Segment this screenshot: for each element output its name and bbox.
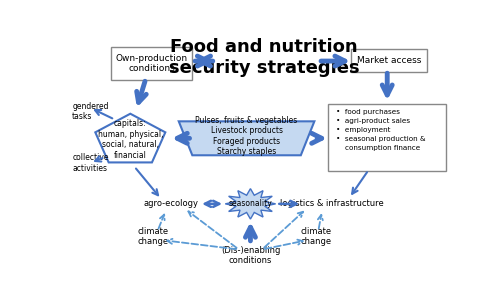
Text: logistics & infrastructure: logistics & infrastructure xyxy=(280,199,384,208)
Text: Food and nutrition
security strategies: Food and nutrition security strategies xyxy=(168,38,360,77)
Text: climate
change: climate change xyxy=(301,227,332,246)
FancyBboxPatch shape xyxy=(328,104,446,171)
Text: gendered
tasks: gendered tasks xyxy=(72,102,108,121)
Text: collective
activities: collective activities xyxy=(72,153,108,173)
Text: agro-ecology: agro-ecology xyxy=(144,199,199,208)
Polygon shape xyxy=(179,121,314,155)
Text: climate
change: climate change xyxy=(138,227,169,246)
Text: Market access: Market access xyxy=(357,56,421,65)
FancyBboxPatch shape xyxy=(351,49,427,72)
Text: Pulses, fruits & vegetables
Livestock products
Foraged products
Starchy staples: Pulses, fruits & vegetables Livestock pr… xyxy=(196,116,298,156)
Text: Own-production
conditions: Own-production conditions xyxy=(116,54,188,73)
Text: (Dis-)enabling
conditions: (Dis-)enabling conditions xyxy=(221,246,280,265)
Polygon shape xyxy=(225,188,276,219)
Text: capitals:
human, physical,
social, natural,
financial: capitals: human, physical, social, natur… xyxy=(98,119,163,160)
FancyBboxPatch shape xyxy=(111,47,192,80)
Text: •  food purchases
•  agri-product sales
•  employment
•  seasonal production &
 : • food purchases • agri-product sales • … xyxy=(336,109,426,151)
Polygon shape xyxy=(96,114,166,162)
Text: seasonality: seasonality xyxy=(228,199,272,208)
